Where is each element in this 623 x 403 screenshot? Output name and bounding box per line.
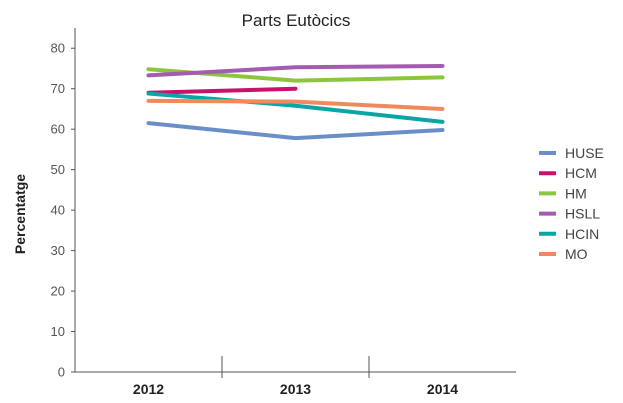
y-tick-label: 20 [51, 284, 65, 299]
y-axis-label: Percentatge [12, 174, 28, 254]
y-tick-label: 40 [51, 203, 65, 218]
legend-label-hsll: HSLL [565, 206, 600, 222]
legend-label-huse: HUSE [565, 145, 604, 161]
y-tick-label: 60 [51, 122, 65, 137]
y-tick-label: 70 [51, 81, 65, 96]
chart-title: Parts Eutòcics [242, 11, 351, 30]
y-tick-label: 50 [51, 162, 65, 177]
y-tick-label: 30 [51, 243, 65, 258]
x-tick-label: 2013 [280, 381, 311, 397]
y-ticks: 0 10 20 30 40 50 60 70 80 [51, 41, 75, 380]
legend-label-mo: MO [565, 246, 588, 262]
x-tick-label: 2014 [427, 381, 458, 397]
legend-label-hcm: HCM [565, 165, 597, 181]
y-tick-label: 80 [51, 41, 65, 56]
y-tick-label: 10 [51, 324, 65, 339]
y-tick-label: 0 [58, 365, 65, 380]
x-tick-label: 2012 [133, 381, 164, 397]
series-lines [149, 66, 443, 138]
series-line-hcm [149, 89, 296, 93]
series-line-huse [149, 123, 443, 138]
legend: HUSE HCM HM HSLL HCIN MO [539, 145, 604, 262]
legend-label-hcin: HCIN [565, 226, 599, 242]
legend-label-hm: HM [565, 185, 587, 201]
x-ticks: 2012 2013 2014 [133, 356, 458, 397]
